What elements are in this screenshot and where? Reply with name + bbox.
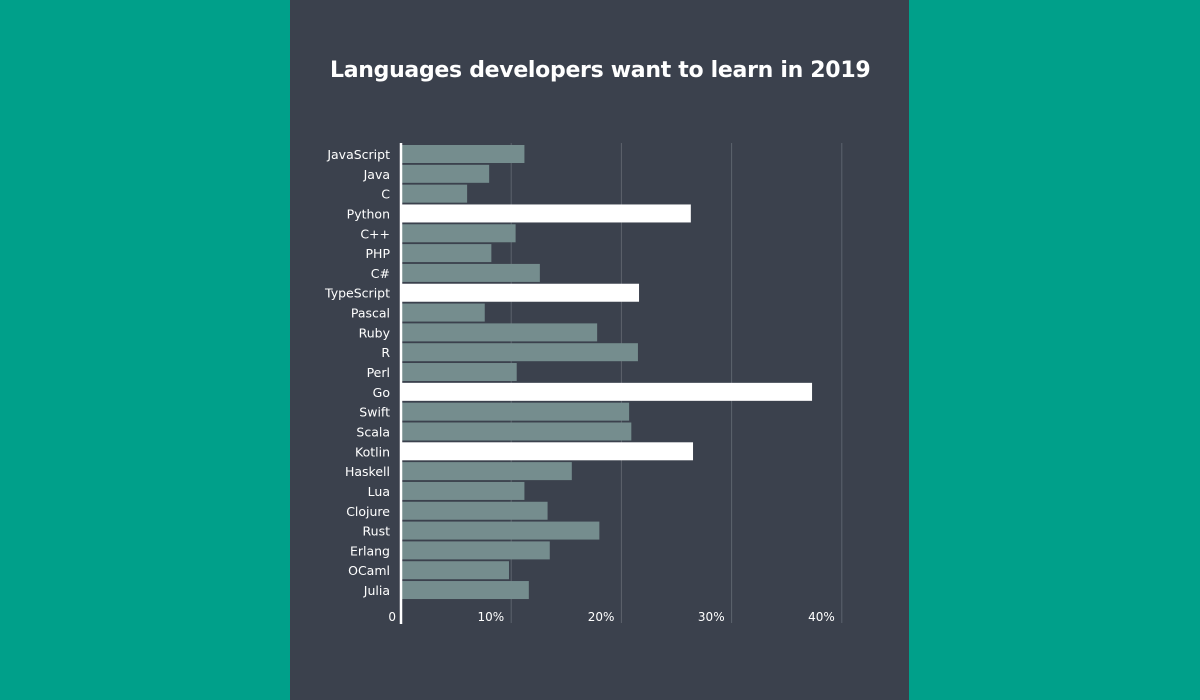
bar-perl (401, 363, 517, 382)
category-label: Java (363, 167, 390, 182)
category-label: OCaml (348, 563, 390, 578)
bar-typescript (401, 283, 640, 302)
bar-erlang (401, 541, 550, 560)
category-label: C++ (360, 226, 390, 241)
x-tick-label: 0 (388, 610, 396, 624)
bar-swift (401, 402, 630, 421)
bar-php (401, 244, 492, 263)
category-label: Clojure (346, 504, 390, 519)
x-tick-label: 30% (698, 610, 725, 624)
bar-scala (401, 422, 632, 441)
category-label: Perl (367, 365, 390, 380)
category-label: Scala (356, 424, 390, 439)
bar-java (401, 164, 490, 183)
category-label: Erlang (350, 543, 390, 558)
category-label: PHP (366, 246, 391, 261)
bar-ruby (401, 323, 598, 342)
bar-julia (401, 581, 529, 600)
category-label: C# (371, 266, 390, 281)
bar-javascript (401, 145, 525, 163)
category-label: Swift (359, 405, 390, 420)
category-label: Ruby (359, 325, 391, 340)
bar-ocaml (401, 561, 509, 580)
category-label: Python (347, 206, 390, 221)
bar-r (401, 343, 638, 362)
x-tick-label: 20% (588, 610, 615, 624)
category-label: Go (373, 385, 390, 400)
bar-c- (401, 263, 540, 282)
bar-lua (401, 481, 525, 500)
x-tick-label: 10% (478, 610, 505, 624)
category-label: Kotlin (355, 444, 390, 459)
category-label: C (381, 187, 390, 202)
chart-title: Languages developers want to learn in 20… (330, 58, 871, 83)
category-label: Haskell (345, 464, 390, 479)
category-label: TypeScript (324, 286, 390, 301)
category-label: Julia (363, 583, 390, 598)
category-label: Pascal (351, 306, 390, 321)
x-tick-label: 40% (808, 610, 835, 624)
bar-haskell (401, 462, 572, 481)
category-label: Lua (368, 484, 390, 499)
bar-go (401, 382, 813, 401)
bar-pascal (401, 303, 485, 322)
bar-c- (401, 224, 516, 243)
category-label: JavaScript (326, 147, 390, 162)
category-label: Rust (363, 524, 391, 539)
bar-c (401, 184, 468, 203)
bar-python (401, 204, 691, 223)
bar-rust (401, 521, 600, 540)
bar-clojure (401, 501, 548, 520)
bar-kotlin (401, 442, 694, 461)
category-label: R (381, 345, 390, 360)
